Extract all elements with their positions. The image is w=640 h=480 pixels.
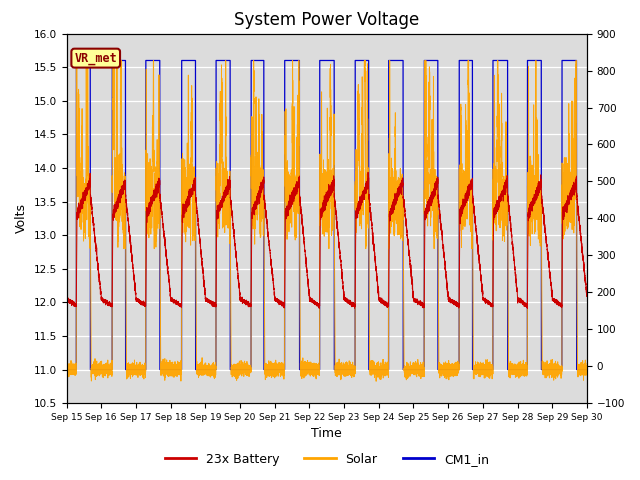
Legend: 23x Battery, Solar, CM1_in: 23x Battery, Solar, CM1_in <box>159 448 494 471</box>
Y-axis label: Volts: Volts <box>15 204 28 233</box>
Text: VR_met: VR_met <box>74 52 117 65</box>
Title: System Power Voltage: System Power Voltage <box>234 11 419 29</box>
X-axis label: Time: Time <box>311 428 342 441</box>
